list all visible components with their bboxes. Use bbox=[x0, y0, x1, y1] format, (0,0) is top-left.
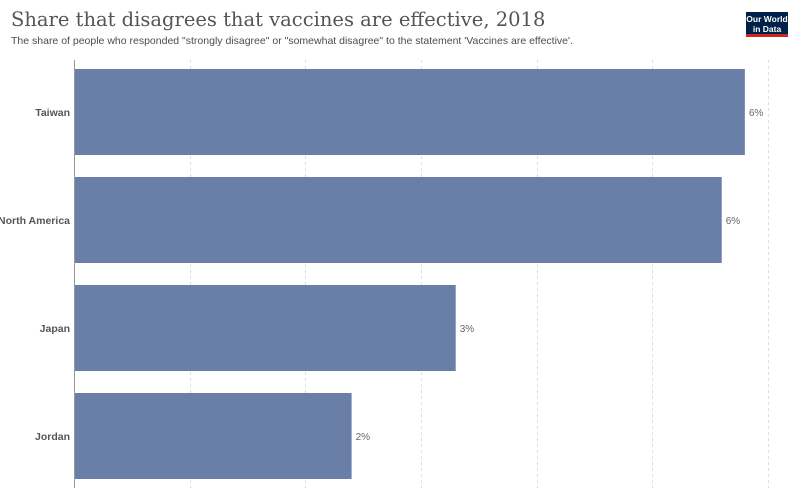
logo-line-2: in Data bbox=[752, 24, 782, 34]
data-label: 2% bbox=[356, 432, 371, 443]
bar-north-america bbox=[74, 177, 722, 263]
category-label: Japan bbox=[40, 323, 70, 335]
category-label: Jordan bbox=[35, 431, 70, 443]
chart-title: Share that disagrees that vaccines are e… bbox=[11, 8, 546, 31]
bar-taiwan bbox=[74, 69, 745, 155]
logo-line-1: Our World bbox=[746, 14, 788, 24]
data-label: 3% bbox=[460, 324, 475, 335]
bar-japan bbox=[74, 285, 456, 371]
logo-accent-bar bbox=[746, 34, 788, 37]
data-label: 6% bbox=[726, 216, 741, 227]
category-label: North America bbox=[0, 215, 70, 227]
chart-subtitle: The share of people who responded "stron… bbox=[11, 35, 573, 47]
data-label: 6% bbox=[749, 108, 764, 119]
bar-jordan bbox=[74, 393, 352, 479]
owid-logo[interactable]: Our World in Data bbox=[746, 12, 788, 37]
category-label: Taiwan bbox=[35, 107, 70, 119]
